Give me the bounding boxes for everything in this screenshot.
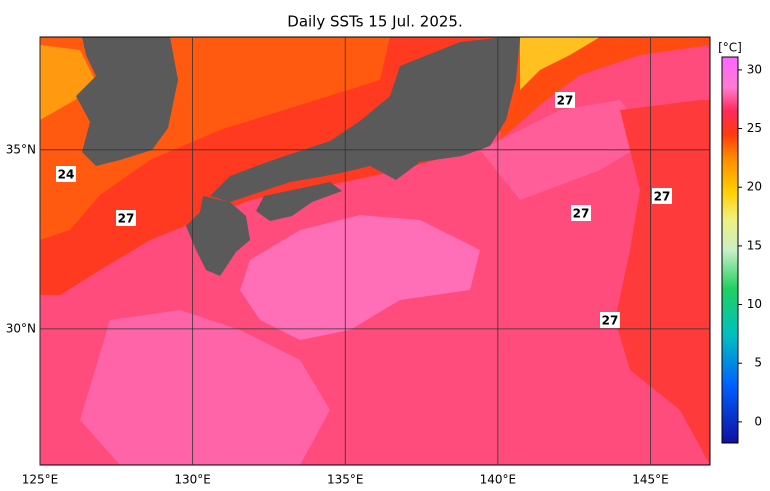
map-title: Daily SSTs 15 Jul. 2025. bbox=[287, 13, 462, 31]
colorbar-tick-label: 10 bbox=[747, 297, 762, 311]
contour-labels: 24 27 27 27 27 27 bbox=[56, 92, 672, 328]
colorbar-tick-label: 25 bbox=[747, 121, 762, 135]
sea-warm-region bbox=[240, 215, 480, 340]
colorbar-tick-label: 5 bbox=[754, 356, 762, 370]
y-tick-label: 35°N bbox=[6, 142, 36, 156]
land bbox=[256, 182, 342, 221]
y-tick-label: 30°N bbox=[6, 321, 36, 335]
contour-label-box bbox=[555, 92, 575, 108]
sea-cold-region bbox=[40, 45, 95, 120]
x-tick-label: 140°E bbox=[480, 473, 517, 487]
graticule: 125°E 130°E 135°E 140°E 145°E 30°N 35°N bbox=[6, 37, 710, 487]
sea-cold-region bbox=[520, 37, 600, 90]
colorbar-tick-label: 20 bbox=[747, 180, 762, 194]
contour-label-box bbox=[571, 205, 591, 221]
land bbox=[210, 37, 520, 202]
x-tick-label: 135°E bbox=[327, 473, 364, 487]
sea-warm-region bbox=[80, 310, 330, 465]
colorbar-unit: [°C] bbox=[718, 41, 742, 55]
contour-label-box bbox=[56, 166, 76, 182]
contour-label: 27 bbox=[118, 212, 135, 226]
land bbox=[186, 196, 250, 276]
contour-label: 27 bbox=[654, 190, 671, 204]
contour-label: 27 bbox=[602, 314, 619, 328]
contour-label: 24 bbox=[58, 168, 75, 182]
colorbar-tick-label: 15 bbox=[747, 238, 762, 252]
x-tick-label: 125°E bbox=[22, 473, 59, 487]
contour-label: 27 bbox=[557, 94, 574, 108]
colorbar bbox=[721, 56, 739, 444]
colorbar-tick-label: 30 bbox=[747, 62, 762, 76]
colorbar-tick-label: 0 bbox=[754, 414, 762, 428]
contour-label-box bbox=[600, 312, 620, 328]
x-tick-label: 130°E bbox=[174, 473, 211, 487]
contour-label-box bbox=[116, 210, 136, 226]
sea-cool-region bbox=[615, 100, 710, 465]
x-tick-label: 145°E bbox=[632, 473, 669, 487]
land bbox=[76, 37, 178, 166]
contour-label-box bbox=[652, 188, 672, 204]
sst-field bbox=[40, 37, 710, 465]
contour-label: 27 bbox=[573, 207, 590, 221]
